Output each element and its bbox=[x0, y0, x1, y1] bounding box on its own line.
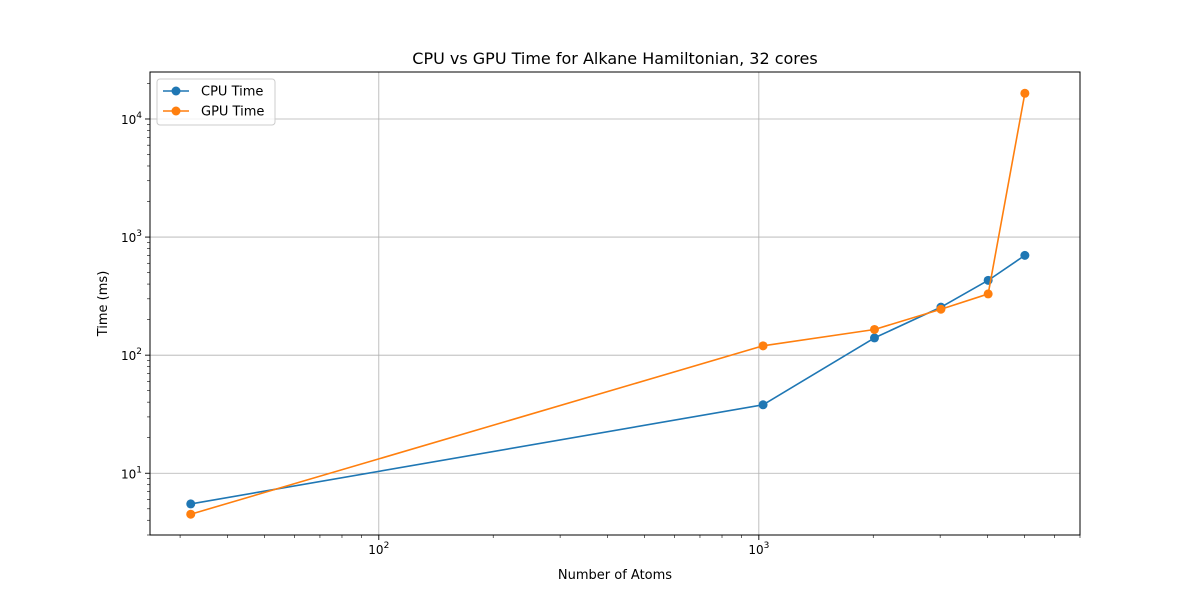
plot-area-frame bbox=[149, 71, 1081, 536]
grid bbox=[150, 72, 1080, 535]
data-point-cpu-time bbox=[869, 333, 879, 343]
data-point-gpu-time bbox=[186, 509, 196, 519]
x-tick-label: 103 bbox=[748, 541, 769, 557]
data-point-gpu-time bbox=[869, 324, 879, 334]
legend-marker-gpu bbox=[171, 106, 181, 116]
data-point-gpu-time bbox=[758, 341, 768, 351]
series-line-cpu-time bbox=[190, 254, 1026, 505]
chart-title: CPU vs GPU Time for Alkane Hamiltonian, … bbox=[412, 49, 817, 68]
data-point-gpu-time bbox=[1020, 88, 1030, 98]
data-point-cpu-time bbox=[1020, 250, 1030, 260]
legend-entry: GPU Time bbox=[163, 105, 264, 120]
legend-label-cpu: CPU Time bbox=[201, 85, 263, 100]
y-tick-label: 102 bbox=[121, 347, 142, 363]
data-point-gpu-time bbox=[983, 289, 993, 299]
axis-ticks: 102 103 101 102 103 104 bbox=[121, 83, 1081, 557]
series-line-gpu-time bbox=[190, 93, 1026, 515]
legend-marker-cpu bbox=[171, 86, 181, 96]
legend-entry: CPU Time bbox=[163, 85, 263, 100]
data-point-cpu-time bbox=[758, 400, 768, 410]
x-axis-label: Number of Atoms bbox=[558, 568, 672, 583]
legend-label-gpu: GPU Time bbox=[201, 105, 264, 120]
x-tick-label: 102 bbox=[368, 541, 389, 557]
y-tick-label: 101 bbox=[121, 465, 142, 481]
legend: CPU Time GPU Time bbox=[156, 78, 276, 126]
data-point-gpu-time bbox=[936, 304, 946, 314]
y-tick-label: 103 bbox=[121, 229, 142, 245]
y-axis-label: Time (ms) bbox=[96, 271, 111, 338]
y-tick-label: 104 bbox=[121, 111, 142, 127]
data-point-cpu-time bbox=[186, 499, 196, 509]
series-layer bbox=[186, 88, 1030, 519]
